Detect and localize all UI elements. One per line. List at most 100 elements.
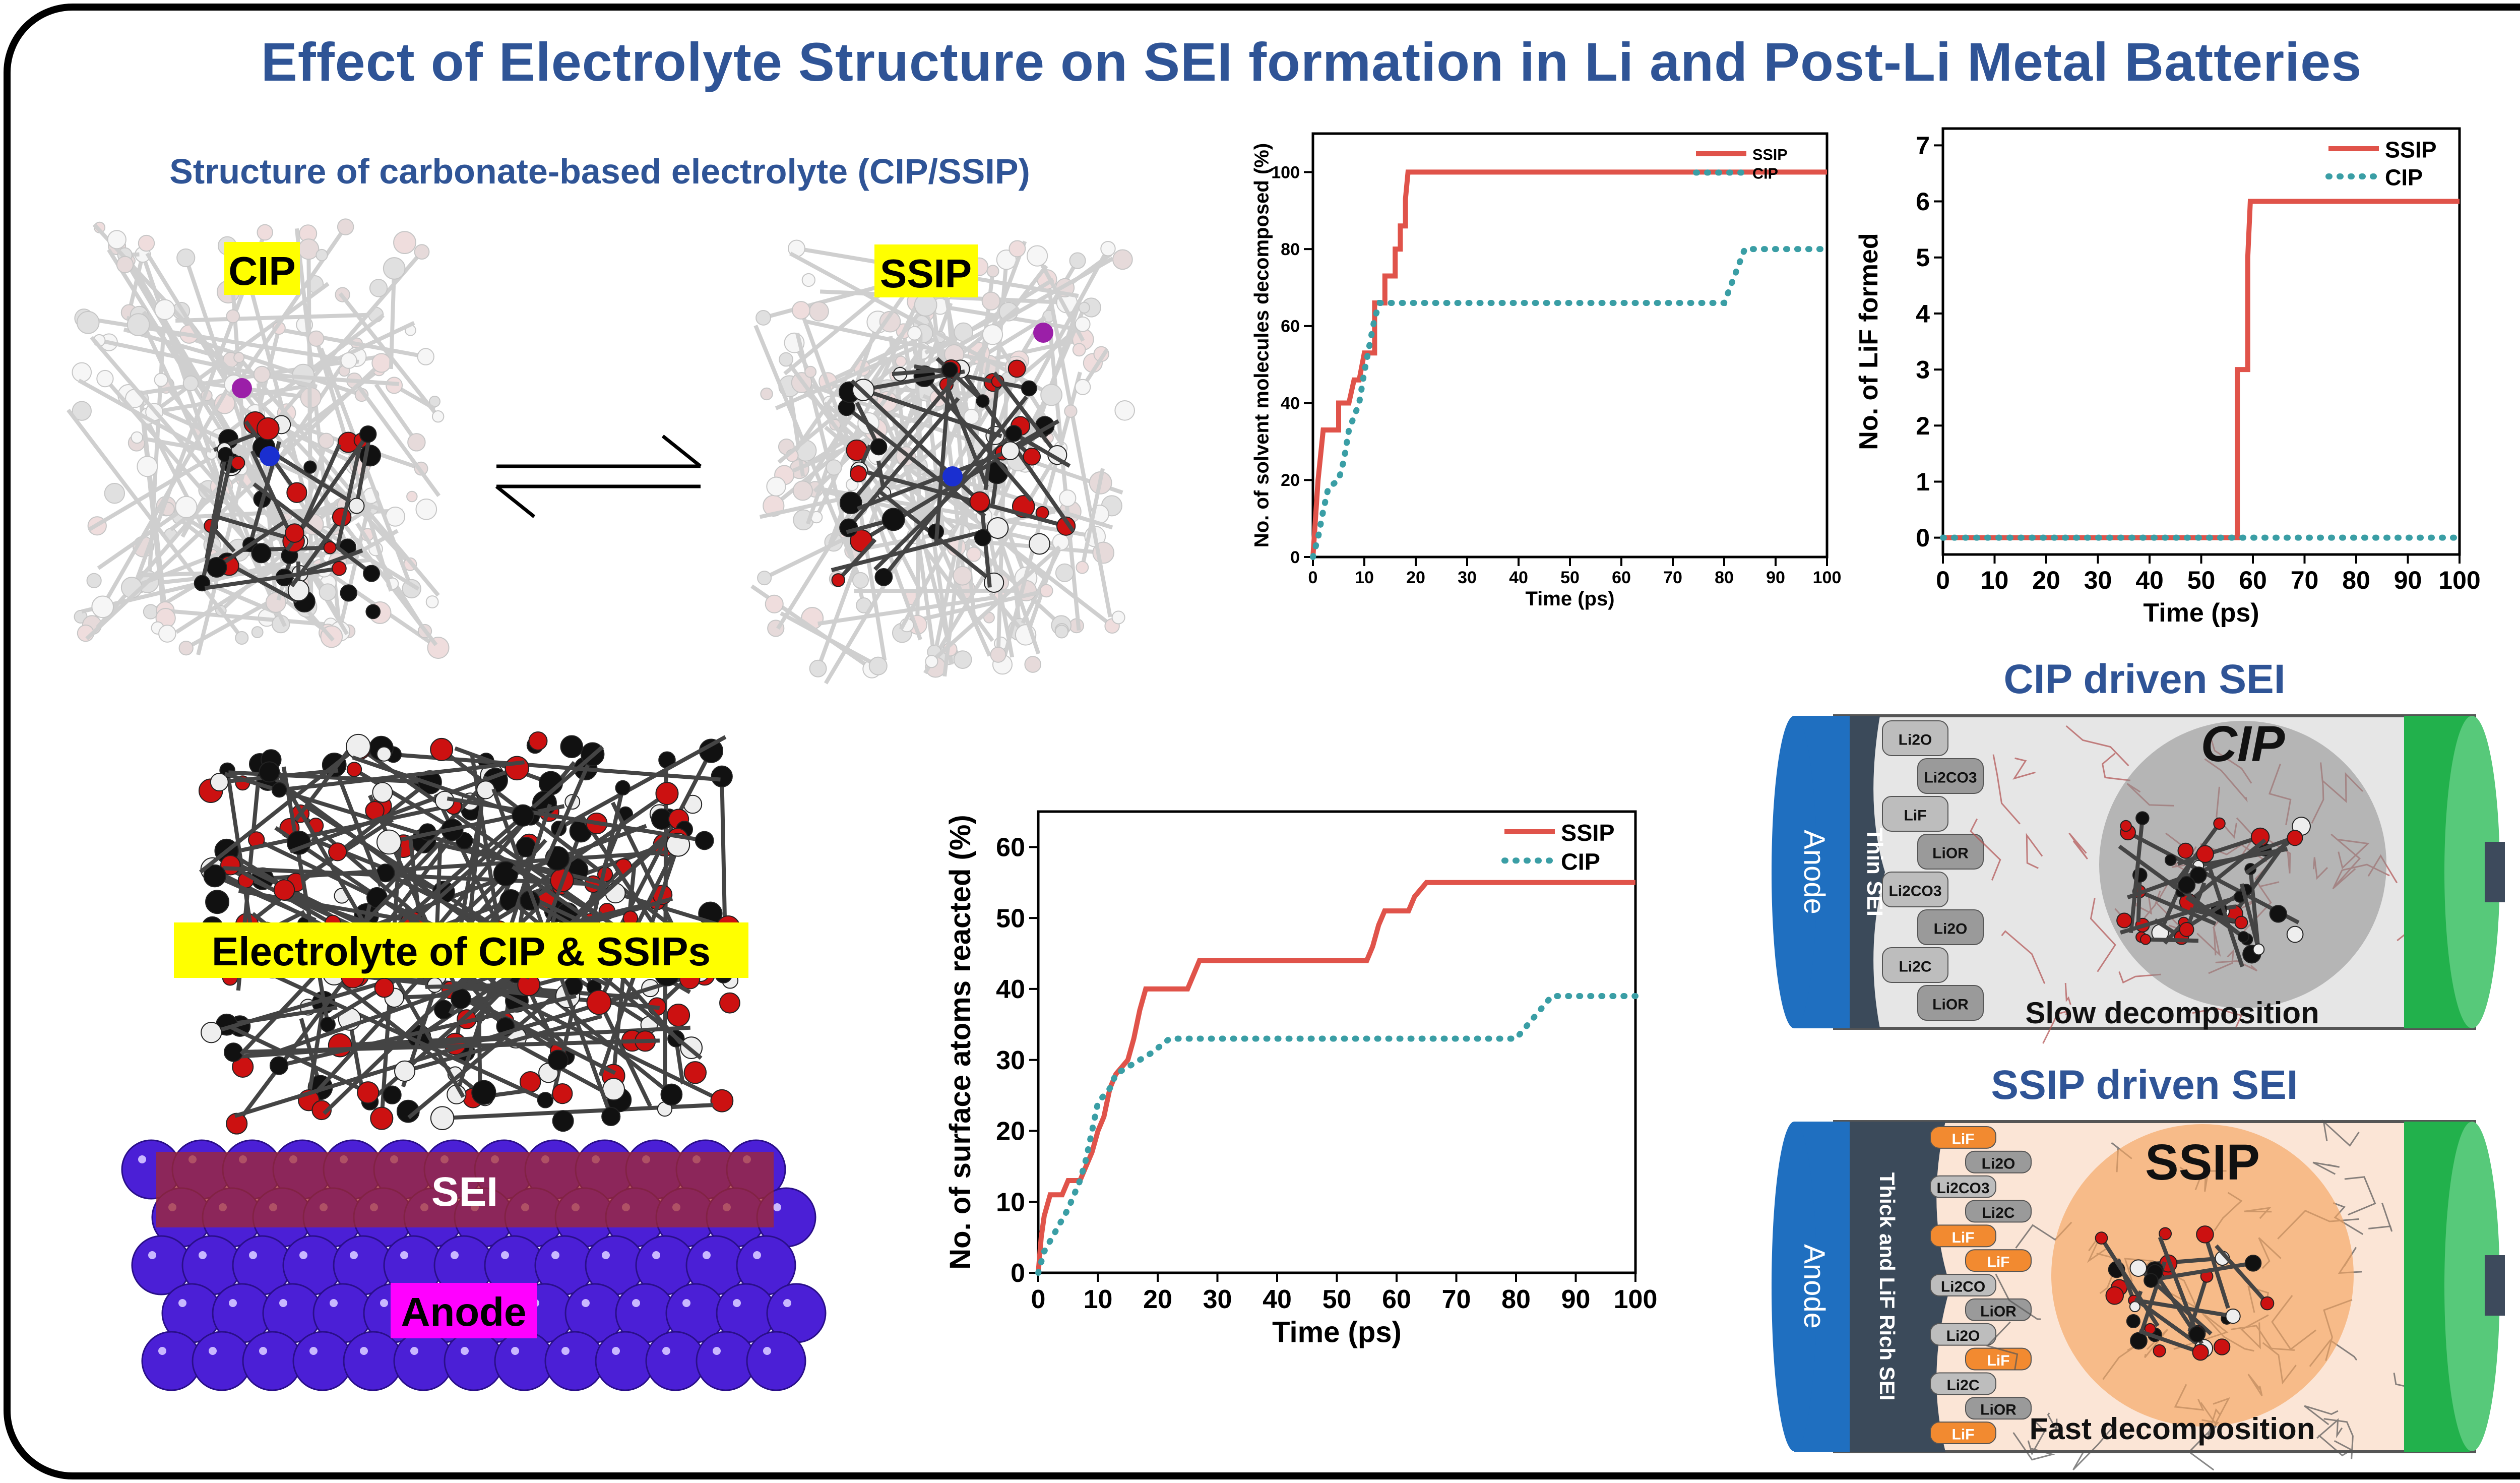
bond: [2119, 895, 2241, 935]
solvent-wire: [1995, 1273, 2041, 1320]
atom: [272, 321, 286, 335]
chart-lif-formed: 0 10 20 30 40 50 60 70 80 90 100 0 1 2 3 4 5 6 7 Time (ps) N…: [1854, 127, 2481, 628]
y-tick-label: 40: [996, 975, 1025, 1004]
sei-species-block: [1930, 1224, 1996, 1248]
atom: [2144, 1273, 2159, 1288]
sei-species-label: LiF: [1952, 1131, 1975, 1147]
atom: [206, 448, 217, 460]
atom: [346, 373, 362, 389]
sei-species-block: [1882, 720, 1948, 756]
highlight: [380, 1299, 388, 1307]
cip-sei-schematic: CIP driven SEI Anode Thin SEI Li2O Li2CO3…: [1772, 656, 2505, 1044]
bond: [2248, 869, 2260, 947]
ssip-sei-schematic: SSIP driven SEI Anode Thick and LiF Rich…: [1772, 1062, 2505, 1471]
sei-species-label: Li2CO3: [1924, 770, 1977, 786]
atom: [953, 650, 972, 669]
anode-label-box: [391, 1283, 537, 1338]
x-tick-label: 70: [2291, 566, 2319, 594]
bond: [824, 487, 1096, 539]
highlight: [148, 1251, 156, 1259]
atom: [1000, 441, 1020, 460]
bond: [801, 356, 890, 492]
x-tick-label: 60: [2239, 566, 2267, 594]
sei-species-block: [1930, 1274, 1996, 1296]
atom: [128, 434, 146, 452]
atom: [933, 331, 946, 343]
atom: [1021, 380, 1037, 397]
sei-species-block: [1882, 796, 1948, 832]
atom: [998, 301, 1019, 322]
atom: [996, 249, 1017, 270]
bond: [2203, 853, 2244, 967]
highlight: [662, 1347, 670, 1355]
atom: [2234, 915, 2248, 930]
series-line-ssip: [1943, 199, 2460, 540]
x-tick-label: 30: [1203, 1285, 1232, 1314]
bond: [196, 327, 281, 656]
atom: [157, 377, 175, 394]
highlight: [582, 1299, 590, 1307]
sei-species-block: [1917, 834, 1984, 870]
legend-entry: SSIP: [1752, 146, 1788, 163]
atom: [850, 465, 867, 482]
bond: [278, 994, 577, 1068]
atom: [76, 311, 100, 334]
atom: [405, 324, 416, 336]
bond: [147, 282, 330, 418]
x-tick-label: 100: [1813, 568, 1842, 587]
bond: [837, 538, 877, 582]
bond: [203, 381, 311, 400]
atom: [778, 375, 801, 398]
atom: [385, 507, 406, 527]
ssip-layer-label: Thick and LiF Rich SEI: [1875, 1172, 1899, 1401]
atom: [87, 516, 107, 536]
atom: [974, 529, 991, 546]
atom: [2159, 1227, 2172, 1241]
atom: [785, 449, 799, 462]
atom: [137, 456, 158, 477]
atom: [403, 557, 417, 571]
bond: [179, 310, 438, 646]
atom: [337, 218, 354, 235]
bond: [224, 772, 729, 930]
atom: [967, 342, 990, 364]
atom: [2129, 1301, 2140, 1313]
atom: [215, 604, 227, 616]
atom: [953, 566, 973, 586]
solvent-wire: [1986, 1321, 2019, 1370]
atom: [1090, 505, 1109, 524]
bond: [912, 333, 922, 447]
atom: [178, 640, 194, 656]
atom: [2095, 1231, 2108, 1245]
sei-species-block: [1882, 947, 1948, 983]
atom: [429, 395, 440, 407]
x-tick-label: 60: [1612, 568, 1631, 587]
sei-species-block: [1917, 985, 1984, 1021]
bond: [1014, 592, 1022, 630]
sei-band: [156, 1152, 774, 1227]
atom: [1075, 316, 1091, 332]
sei-species-label: LiOR: [1980, 1402, 2017, 1418]
atom: [108, 237, 127, 256]
atom: [866, 311, 890, 334]
bond: [2215, 1244, 2269, 1305]
atom: [981, 291, 1000, 311]
atom: [1078, 301, 1090, 314]
atom: [451, 988, 471, 1009]
bond: [557, 735, 727, 830]
bond: [983, 381, 1000, 490]
bond: [139, 398, 166, 612]
atom: [615, 780, 631, 796]
bond: [2244, 836, 2296, 875]
structure-heading: Structure of carbonate-based electrolyte…: [169, 152, 1030, 191]
bond: [2239, 883, 2261, 950]
sei-species-label: LiOR: [1932, 997, 1969, 1013]
atom: [2196, 845, 2214, 863]
solvent-wire: [2192, 1007, 2243, 1028]
bond: [993, 306, 1086, 517]
bond: [790, 288, 909, 457]
highlight: [410, 1347, 418, 1355]
atom: [852, 572, 869, 589]
bond: [90, 361, 245, 626]
bond: [2100, 1237, 2160, 1327]
